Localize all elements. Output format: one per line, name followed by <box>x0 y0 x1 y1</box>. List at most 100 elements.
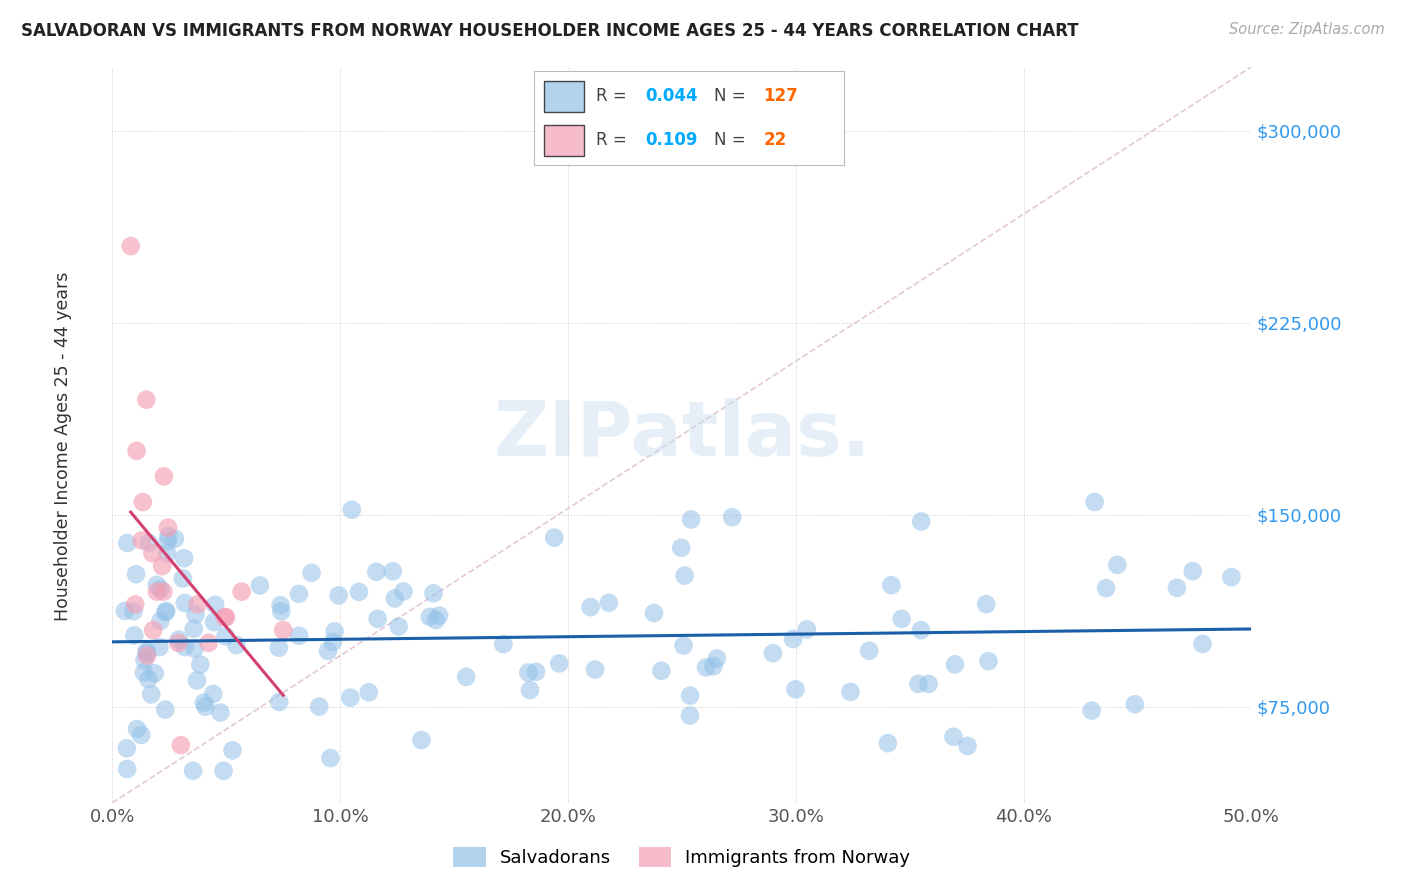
Point <box>910 515 932 529</box>
Point <box>215 610 238 624</box>
Point <box>214 610 236 624</box>
Point <box>910 623 932 637</box>
Point <box>152 584 174 599</box>
Point <box>212 764 235 778</box>
Point <box>456 670 478 684</box>
Point <box>427 608 450 623</box>
Text: 127: 127 <box>763 87 799 104</box>
Point <box>977 654 1000 668</box>
Point <box>125 722 148 736</box>
Point <box>181 764 204 778</box>
Point <box>187 598 209 612</box>
Point <box>411 733 433 747</box>
Point <box>131 533 153 548</box>
Point <box>706 651 728 665</box>
Point <box>117 536 139 550</box>
Point <box>124 598 146 612</box>
Point <box>157 529 180 543</box>
Point <box>288 587 311 601</box>
Point <box>156 546 179 560</box>
Point <box>167 632 190 647</box>
Point <box>221 743 243 757</box>
Point <box>225 638 247 652</box>
Point <box>124 628 146 642</box>
Point <box>785 682 807 697</box>
Text: SALVADORAN VS IMMIGRANTS FROM NORWAY HOUSEHOLDER INCOME AGES 25 - 44 YEARS CORRE: SALVADORAN VS IMMIGRANTS FROM NORWAY HOU… <box>21 22 1078 40</box>
Point <box>858 644 880 658</box>
Point <box>702 659 724 673</box>
Point <box>366 565 388 579</box>
Point <box>135 644 157 658</box>
Point <box>288 629 311 643</box>
Point <box>202 687 225 701</box>
Point <box>796 623 818 637</box>
Point <box>271 623 294 637</box>
Point <box>138 536 160 550</box>
Point <box>156 534 179 549</box>
Point <box>184 607 207 622</box>
Point <box>519 683 541 698</box>
Point <box>135 646 157 660</box>
Point <box>1123 698 1146 712</box>
Point <box>132 495 155 509</box>
Point <box>173 551 195 566</box>
Point <box>270 599 292 613</box>
Point <box>188 657 211 672</box>
Point <box>173 596 195 610</box>
Point <box>1080 704 1102 718</box>
Point <box>357 685 380 699</box>
Point <box>340 502 363 516</box>
Point <box>974 597 997 611</box>
Point <box>153 469 176 483</box>
Point <box>323 624 346 639</box>
Point <box>136 648 159 663</box>
Point <box>392 584 415 599</box>
Point <box>671 541 693 555</box>
Point <box>141 546 163 560</box>
Point <box>146 584 169 599</box>
Point <box>1166 581 1188 595</box>
Text: 0.044: 0.044 <box>645 87 699 104</box>
Text: N =: N = <box>714 87 745 104</box>
Point <box>214 629 236 643</box>
Point <box>425 613 447 627</box>
Point <box>249 578 271 592</box>
Point <box>120 239 142 253</box>
Point <box>328 588 350 602</box>
Text: Source: ZipAtlas.com: Source: ZipAtlas.com <box>1229 22 1385 37</box>
Text: N =: N = <box>714 131 745 149</box>
Point <box>679 689 702 703</box>
Point <box>197 636 219 650</box>
Point <box>183 641 205 656</box>
Point <box>548 657 571 671</box>
Point <box>543 531 565 545</box>
Point <box>167 636 190 650</box>
Point <box>1095 581 1118 595</box>
Point <box>347 585 370 599</box>
Point <box>316 644 339 658</box>
Point <box>876 736 898 750</box>
Point <box>598 596 620 610</box>
Point <box>231 584 253 599</box>
Point <box>149 582 172 596</box>
Point <box>156 521 179 535</box>
Point <box>673 568 696 582</box>
Point <box>1107 558 1129 572</box>
FancyBboxPatch shape <box>544 125 583 156</box>
Point <box>1084 495 1107 509</box>
Point <box>388 619 411 633</box>
Point <box>163 532 186 546</box>
Point <box>183 622 205 636</box>
Point <box>204 598 226 612</box>
Point <box>367 612 389 626</box>
Point <box>170 738 193 752</box>
Point <box>381 564 404 578</box>
Point <box>129 728 152 742</box>
Point <box>132 665 155 680</box>
Point <box>1181 564 1204 578</box>
Point <box>422 586 444 600</box>
Point <box>135 392 157 407</box>
Point <box>150 559 173 574</box>
Point <box>917 677 939 691</box>
Point <box>138 672 160 686</box>
